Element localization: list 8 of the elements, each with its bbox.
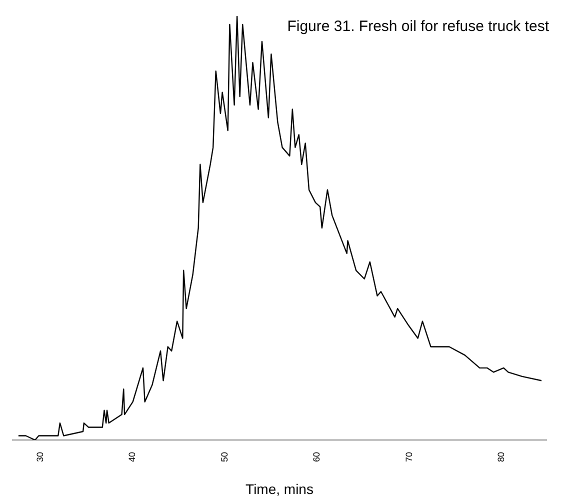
x-tick-label: 80 [496, 452, 506, 462]
x-tick-label: 60 [312, 452, 322, 462]
x-tick-label: 70 [404, 452, 414, 462]
x-tick-label: 50 [219, 452, 230, 462]
x-tick-label: 30 [34, 452, 45, 462]
x-tick-label: 40 [127, 452, 138, 462]
chart-title: Figure 31. Fresh oil for refuse truck test [287, 18, 549, 35]
x-axis-title: Time, mins [246, 481, 314, 497]
